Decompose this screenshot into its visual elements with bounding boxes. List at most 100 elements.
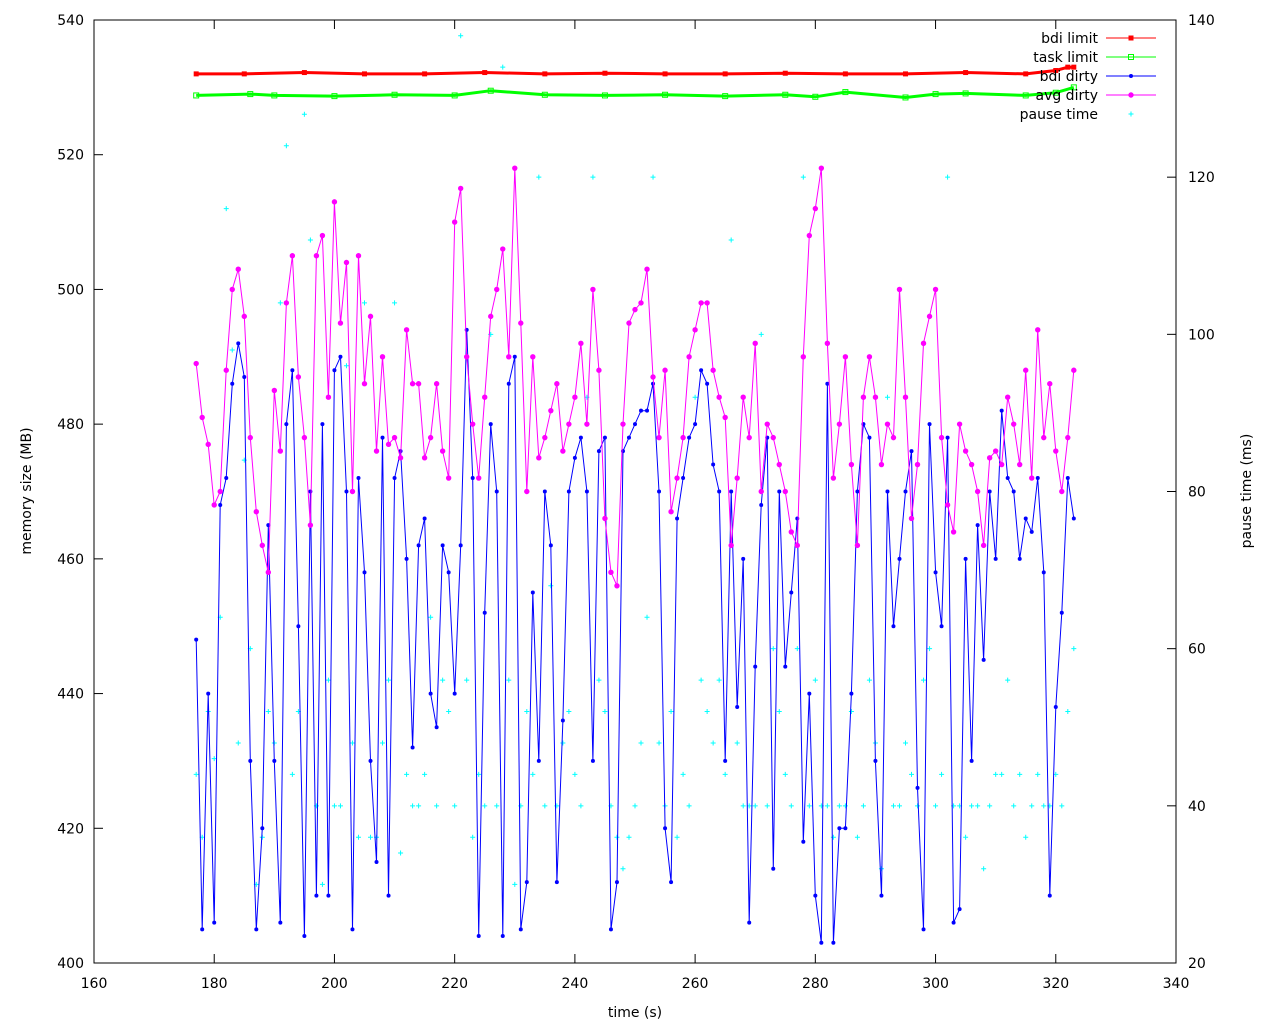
data-point-avg-dirty bbox=[656, 434, 662, 441]
data-point-task-limit bbox=[842, 89, 849, 96]
data-point-bdi-dirty bbox=[488, 422, 493, 427]
data-point-pause-time bbox=[933, 803, 939, 809]
data-point-bdi-dirty bbox=[807, 691, 812, 696]
data-point-bdi-dirty bbox=[290, 368, 295, 373]
data-point-bdi-dirty bbox=[987, 489, 992, 494]
data-point-pause-time bbox=[500, 64, 506, 70]
data-point-bdi-dirty bbox=[548, 543, 553, 548]
data-point-avg-dirty bbox=[680, 434, 686, 441]
data-point-bdi-dirty bbox=[404, 556, 409, 561]
data-point-bdi-dirty bbox=[524, 880, 529, 885]
data-point-bdi-dirty bbox=[434, 725, 439, 730]
data-point-avg-dirty bbox=[1065, 434, 1071, 441]
y2-tick-label: 120 bbox=[1188, 170, 1215, 186]
data-point-pause-time bbox=[566, 709, 572, 715]
data-point-avg-dirty bbox=[1029, 475, 1035, 481]
data-point-avg-dirty bbox=[800, 354, 807, 360]
data-point-bdi-dirty bbox=[314, 893, 319, 898]
data-point-avg-dirty bbox=[638, 300, 644, 306]
y2-tick-label: 140 bbox=[1188, 13, 1215, 29]
data-point-avg-dirty bbox=[223, 367, 229, 373]
data-point-avg-dirty bbox=[938, 434, 945, 441]
data-point-avg-dirty bbox=[632, 306, 638, 313]
data-point-bdi-dirty bbox=[530, 590, 535, 595]
data-point-avg-dirty bbox=[1047, 381, 1053, 387]
data-point-avg-dirty bbox=[1017, 461, 1023, 468]
data-point-pause-time bbox=[674, 834, 680, 840]
data-point-bdi-dirty bbox=[1023, 516, 1028, 521]
data-point-bdi-dirty bbox=[1059, 610, 1064, 615]
data-point-avg-dirty bbox=[662, 367, 668, 373]
data-point-avg-dirty bbox=[494, 286, 500, 293]
data-point-bdi-dirty bbox=[813, 893, 818, 898]
data-point-avg-dirty bbox=[488, 313, 494, 320]
data-point-avg-dirty bbox=[265, 569, 272, 576]
data-point-avg-dirty bbox=[716, 394, 722, 400]
data-point-pause-time bbox=[686, 803, 692, 809]
data-point-pause-time bbox=[301, 111, 307, 117]
data-point-pause-time bbox=[265, 709, 271, 715]
data-point-pause-time bbox=[386, 677, 392, 683]
data-point-task-limit bbox=[1052, 89, 1059, 96]
data-point-bdi-limit bbox=[782, 70, 788, 76]
y-tick-label: 520 bbox=[57, 148, 84, 164]
data-point-avg-dirty bbox=[211, 502, 217, 508]
series-pause-time bbox=[193, 33, 1077, 887]
data-point-bdi-dirty bbox=[512, 354, 517, 359]
series-line-bdi-limit bbox=[196, 65, 1074, 76]
data-point-bdi-dirty bbox=[236, 341, 241, 346]
data-point-avg-dirty bbox=[872, 394, 879, 400]
data-point-avg-dirty bbox=[421, 455, 428, 461]
data-point-avg-dirty bbox=[512, 165, 518, 171]
data-point-bdi-dirty bbox=[657, 489, 662, 494]
data-point-avg-dirty bbox=[908, 515, 915, 522]
data-point-avg-dirty bbox=[746, 434, 752, 441]
data-point-pause-time bbox=[355, 834, 361, 840]
data-point-bdi-dirty bbox=[542, 489, 547, 494]
data-point-bdi-limit bbox=[842, 71, 848, 77]
data-point-bdi-dirty bbox=[1017, 556, 1022, 561]
y-tick-label: 420 bbox=[57, 821, 84, 837]
data-point-task-limit bbox=[812, 93, 819, 100]
data-point-avg-dirty bbox=[1023, 367, 1029, 373]
data-point-task-limit bbox=[247, 91, 254, 98]
data-point-bdi-dirty bbox=[927, 422, 932, 427]
data-point-avg-dirty bbox=[235, 266, 241, 272]
data-point-avg-dirty bbox=[572, 394, 578, 400]
data-point-avg-dirty bbox=[1071, 367, 1077, 373]
data-point-pause-time bbox=[752, 803, 758, 809]
data-point-pause-time bbox=[1023, 834, 1029, 840]
data-point-avg-dirty bbox=[199, 414, 205, 421]
data-point-bdi-dirty bbox=[819, 940, 824, 945]
data-point-bdi-dirty bbox=[873, 758, 878, 763]
data-point-pause-time bbox=[235, 740, 241, 746]
data-point-bdi-dirty bbox=[518, 927, 523, 932]
data-point-bdi-dirty bbox=[470, 476, 475, 481]
data-point-avg-dirty bbox=[926, 313, 933, 320]
data-point-bdi-dirty bbox=[735, 705, 740, 710]
data-point-avg-dirty bbox=[896, 286, 903, 293]
data-point-pause-time bbox=[229, 347, 235, 353]
data-point-pause-time bbox=[482, 803, 488, 809]
data-point-pause-time bbox=[734, 740, 740, 746]
data-point-bdi-dirty bbox=[879, 893, 884, 898]
data-point-pause-time bbox=[337, 803, 343, 809]
data-point-pause-time bbox=[223, 206, 229, 212]
data-point-bdi-dirty bbox=[825, 381, 830, 386]
ticks-layer: 160 180 200 220 240 260 280 300 320 340 400 420 440 4… bbox=[57, 13, 1214, 992]
data-point-pause-time bbox=[572, 771, 578, 777]
data-point-pause-time bbox=[560, 740, 566, 746]
data-point-avg-dirty bbox=[433, 381, 440, 387]
data-point-pause-time bbox=[626, 834, 632, 840]
data-point-bdi-dirty bbox=[296, 624, 301, 629]
data-point-task-limit bbox=[1022, 92, 1029, 99]
data-point-task-limit bbox=[331, 93, 338, 100]
data-point-avg-dirty bbox=[518, 320, 524, 326]
data-point-pause-time bbox=[782, 771, 788, 777]
data-point-avg-dirty bbox=[920, 340, 927, 347]
data-point-pause-time bbox=[909, 771, 915, 777]
data-point-bdi-dirty bbox=[272, 758, 277, 763]
data-point-avg-dirty bbox=[451, 219, 458, 225]
x-tick-label: 240 bbox=[562, 976, 589, 992]
data-point-pause-time bbox=[614, 834, 620, 840]
